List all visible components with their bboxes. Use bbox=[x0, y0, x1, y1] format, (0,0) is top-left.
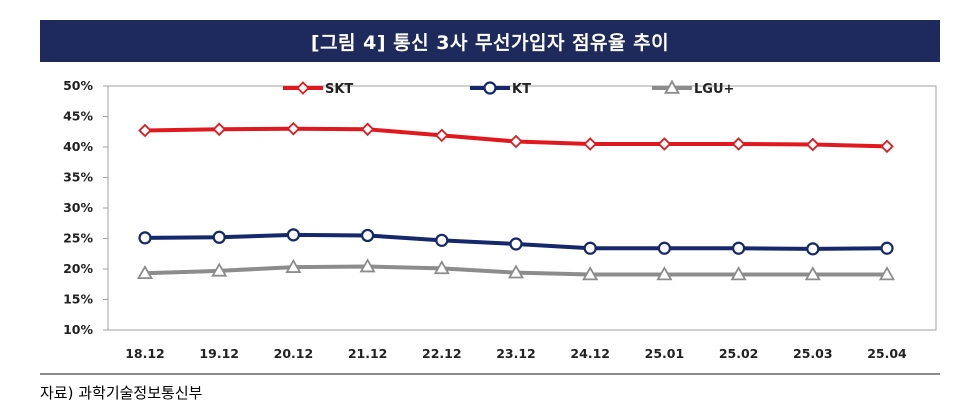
chart-title-bar: [그림 4] 통신 3사 무선가입자 점유율 추이 bbox=[40, 20, 940, 62]
data-point-lgu bbox=[136, 264, 154, 280]
data-point-skt bbox=[806, 137, 820, 152]
data-point-kt bbox=[806, 242, 820, 256]
data-point-lgu bbox=[211, 262, 228, 277]
y-tick-label: 20% bbox=[63, 261, 93, 276]
data-point-kt bbox=[212, 230, 226, 244]
legend-swatch-marker bbox=[483, 81, 497, 95]
y-tick-label: 15% bbox=[63, 292, 93, 307]
data-point-kt bbox=[138, 231, 152, 245]
data-point-lgu bbox=[804, 266, 821, 281]
plot-area-border bbox=[107, 85, 937, 331]
line-chart: 50% 45% 40% 35% 30% 25% 20% 15% 10% 18.12 19.12 20.… bbox=[63, 78, 937, 361]
x-tick-label: 24.12 bbox=[570, 346, 610, 361]
source-note: 자료) 과학기술정보통신부 bbox=[40, 384, 203, 402]
x-tick-label: 19.12 bbox=[199, 346, 239, 361]
legend-label: KT bbox=[512, 82, 531, 97]
y-tick-label: 25% bbox=[63, 231, 93, 246]
x-tick-label: 25.03 bbox=[793, 346, 833, 361]
x-tick-label: 22.12 bbox=[422, 346, 462, 361]
x-tick-label: 23.12 bbox=[496, 346, 536, 361]
x-tick-label: 20.12 bbox=[274, 346, 314, 361]
data-point-kt bbox=[731, 241, 746, 255]
data-point-lgu bbox=[656, 266, 673, 281]
legend-swatch-marker bbox=[296, 81, 310, 95]
y-tick-label: 50% bbox=[63, 78, 93, 93]
y-tick-label: 30% bbox=[63, 200, 93, 215]
data-point-lgu bbox=[507, 264, 525, 279]
data-point-skt bbox=[360, 122, 375, 137]
data-point-lgu bbox=[285, 258, 302, 273]
data-point-skt bbox=[509, 134, 523, 149]
data-point-skt bbox=[657, 137, 672, 151]
data-point-skt bbox=[212, 122, 226, 137]
legend-label: SKT bbox=[325, 82, 353, 97]
chart-title: [그림 4] 통신 3사 무선가입자 점유율 추이 bbox=[310, 31, 670, 54]
data-point-kt bbox=[880, 241, 894, 255]
data-point-skt bbox=[731, 137, 746, 151]
data-point-kt bbox=[361, 228, 375, 243]
data-point-skt bbox=[286, 121, 301, 136]
y-tick-label: 10% bbox=[63, 322, 93, 337]
legend-item-lgu: LGU+ bbox=[652, 79, 734, 97]
data-point-skt bbox=[138, 123, 152, 138]
data-point-skt bbox=[880, 139, 894, 154]
bottom-divider bbox=[40, 373, 940, 375]
data-point-skt bbox=[583, 137, 597, 151]
chart-series bbox=[136, 121, 896, 281]
legend-item-kt: KT bbox=[470, 81, 531, 97]
x-tick-label: 21.12 bbox=[348, 346, 388, 361]
chart-axes: 50% 45% 40% 35% 30% 25% 20% 15% 10% 18.12 19.12 20.… bbox=[63, 78, 937, 361]
data-point-kt bbox=[286, 228, 300, 242]
chart-legend: SKT KT LGU+ bbox=[283, 79, 734, 97]
data-point-kt bbox=[583, 241, 597, 255]
data-point-kt bbox=[435, 233, 449, 247]
data-point-lgu bbox=[582, 266, 599, 281]
data-point-kt bbox=[509, 237, 523, 251]
legend-label: LGU+ bbox=[694, 82, 734, 97]
x-tick-label: 25.04 bbox=[867, 346, 907, 361]
x-tick-label: 25.01 bbox=[645, 346, 685, 361]
y-tick-label: 45% bbox=[63, 109, 93, 124]
data-point-lgu bbox=[359, 258, 376, 273]
x-tick-label: 18.12 bbox=[125, 346, 165, 361]
legend-item-skt: SKT bbox=[283, 81, 353, 97]
y-tick-label: 40% bbox=[63, 139, 93, 154]
data-point-skt bbox=[435, 128, 449, 143]
x-tick-label: 25.02 bbox=[719, 346, 759, 361]
data-point-lgu bbox=[730, 266, 747, 281]
legend-swatch-marker bbox=[663, 79, 681, 94]
data-point-lgu bbox=[878, 266, 896, 281]
data-point-lgu bbox=[433, 260, 450, 275]
data-point-kt bbox=[657, 241, 672, 255]
y-tick-label: 35% bbox=[63, 170, 93, 185]
